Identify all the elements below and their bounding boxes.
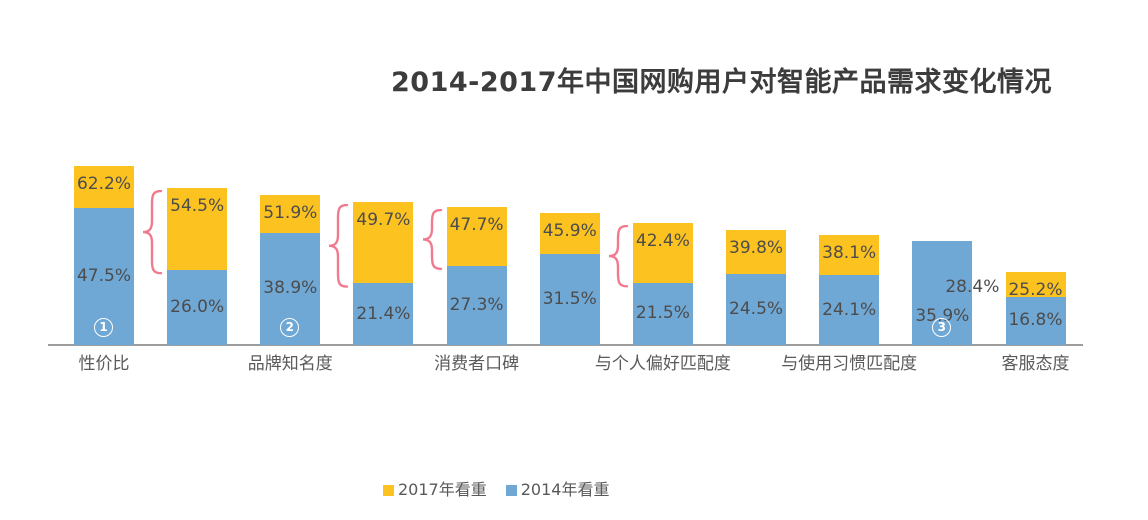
legend-item-2017: 2017年看重 — [383, 480, 487, 500]
value-label-2017: 51.9% — [263, 203, 318, 224]
value-label-2017: 25.2% — [1008, 280, 1063, 301]
x-axis-line — [48, 344, 1083, 346]
bar-2014-segment — [726, 274, 787, 345]
value-label-2014: 26.0% — [170, 296, 225, 317]
legend: 2017年看重 2014年看重 — [383, 479, 609, 501]
legend-swatch-2014-icon — [505, 484, 517, 496]
chart-title: 2014-2017年中国网购用户对智能产品需求变化情况 — [391, 67, 1052, 98]
curly-brace-annotation-icon — [327, 203, 351, 294]
bar-2017-segment — [1005, 272, 1066, 297]
bar-2017-segment — [539, 212, 600, 255]
value-label-2017: 28.4% — [945, 277, 1000, 297]
value-label-2017: 54.5% — [170, 195, 225, 216]
value-label-2017: 62.2% — [76, 173, 131, 194]
value-label-2014: 27.3% — [449, 295, 504, 316]
value-label-2014: 31.5% — [542, 289, 597, 310]
x-axis-label: 消费者口碑 — [434, 354, 520, 374]
bar-2017-segment — [74, 165, 134, 208]
x-axis-label: 品牌知名度 — [247, 354, 333, 374]
bar-2014-segment — [446, 266, 507, 345]
value-label-2014: 47.5% — [76, 265, 131, 286]
value-label-2014: 24.1% — [822, 299, 877, 320]
value-label-2014: 21.5% — [635, 303, 690, 324]
value-label-2017: 38.1% — [822, 243, 877, 264]
value-label-2014: 21.4% — [356, 303, 411, 324]
bar-2014-segment — [1005, 296, 1066, 345]
x-axis-label: 与使用习惯匹配度 — [781, 354, 918, 374]
value-label-2017: 49.7% — [356, 209, 411, 230]
bar-2017-segment — [260, 195, 321, 233]
bar-2017-segment — [726, 230, 787, 275]
curly-brace-annotation-icon — [421, 209, 445, 276]
value-label-2014: 16.8% — [1008, 310, 1063, 331]
value-label-2017: 47.7% — [449, 215, 504, 236]
circled-number-marker: 2 — [280, 318, 300, 337]
bar-2017-segment — [632, 222, 693, 283]
bar-2014-segment — [539, 254, 600, 345]
bar-2014-segment — [819, 275, 880, 345]
bar-2017-segment — [353, 201, 414, 284]
value-label-2014: 24.5% — [729, 299, 784, 320]
legend-label-2014: 2014年看重 — [520, 480, 610, 499]
x-axis-label: 与个人偏好匹配度 — [594, 354, 731, 374]
value-label-2017: 45.9% — [542, 220, 597, 241]
legend-item-2014: 2014年看重 — [505, 480, 610, 500]
curly-brace-annotation-icon — [141, 189, 165, 281]
bar-2014-segment — [632, 282, 693, 345]
legend-swatch-2017-icon — [383, 484, 394, 496]
bar-2014-segment — [167, 269, 228, 345]
x-axis-label: 客服态度 — [1001, 354, 1070, 374]
legend-label-2017: 2017年看重 — [398, 480, 487, 499]
value-label-2014: 38.9% — [263, 278, 318, 299]
bar-2017-segment — [446, 207, 507, 267]
value-label-2017: 39.8% — [729, 238, 784, 259]
bar-2014-segment — [353, 283, 414, 345]
value-label-2017: 42.4% — [635, 230, 690, 251]
curly-brace-annotation-icon — [607, 224, 631, 294]
circled-number-marker: 3 — [932, 318, 952, 337]
x-axis-label: 性价比 — [78, 354, 130, 374]
value-label-2014: 35.9% — [915, 306, 970, 326]
bar-2017-segment — [819, 235, 880, 276]
circled-number-marker: 1 — [94, 318, 113, 337]
bar-2017-segment — [167, 187, 228, 270]
